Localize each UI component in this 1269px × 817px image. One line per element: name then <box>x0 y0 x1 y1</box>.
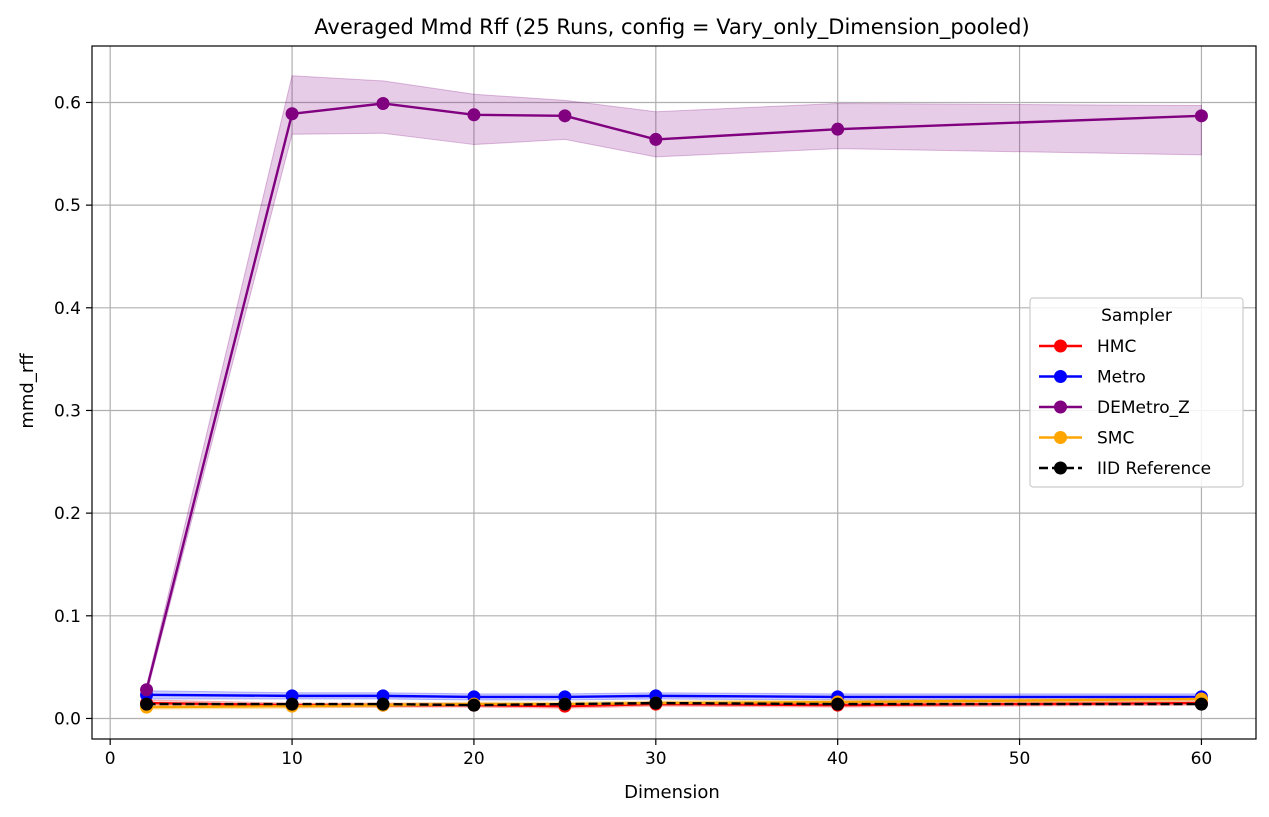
y-tick-label: 0.1 <box>54 607 81 627</box>
point-iid-reference <box>467 698 481 712</box>
x-tick-label: 50 <box>1009 749 1031 769</box>
legend-label-iid-reference: IID Reference <box>1097 459 1211 479</box>
point-iid-reference <box>140 697 154 711</box>
point-iid-reference <box>831 697 845 711</box>
legend-label-metro: Metro <box>1097 368 1146 388</box>
y-tick-label: 0.3 <box>54 401 81 421</box>
point-demetro-z <box>376 96 390 110</box>
y-tick-label: 0.2 <box>54 504 81 524</box>
y-tick-label: 0.5 <box>54 196 81 216</box>
point-iid-reference <box>558 697 572 711</box>
legend-title: Sampler <box>1101 306 1172 326</box>
point-demetro-z <box>1194 109 1208 123</box>
legend-marker-iid-reference <box>1054 461 1067 475</box>
legend: Sampler HMC Metro DEMetro_Z SMC IID Reference <box>1029 297 1244 488</box>
point-demetro-z <box>831 122 845 136</box>
band-demetro-z <box>146 75 1202 694</box>
legend-label-hmc: HMC <box>1097 337 1136 357</box>
series-lines <box>145 102 1202 709</box>
series-markers <box>140 96 1208 714</box>
line-demetro-z <box>145 102 1202 691</box>
legend-label-demetro-z: DEMetro_Z <box>1097 398 1190 418</box>
x-tick-label: 0 <box>105 749 116 769</box>
x-axis-ticks: 0 10 20 30 40 50 60 <box>105 739 1212 769</box>
y-tick-label: 0.4 <box>54 299 81 319</box>
point-demetro-z <box>649 132 663 146</box>
x-axis-label: Dimension <box>624 782 720 803</box>
point-iid-reference <box>649 696 663 710</box>
legend-label-smc: SMC <box>1097 429 1134 449</box>
y-tick-label: 0.6 <box>54 93 81 113</box>
y-tick-label: 0.0 <box>54 709 81 729</box>
point-iid-reference <box>1194 697 1208 711</box>
point-demetro-z <box>285 107 299 121</box>
point-iid-reference <box>376 697 390 711</box>
plot-frame <box>91 45 1257 740</box>
y-axis-label: mmd_rff <box>17 353 38 429</box>
y-axis-ticks: 0.0 0.1 0.2 0.3 0.4 0.5 0.6 <box>54 93 92 729</box>
legend-marker-demetro-z <box>1054 400 1067 414</box>
chart-title: Averaged Mmd Rff (25 Runs, config = Vary… <box>314 15 1029 40</box>
point-demetro-z <box>558 109 572 123</box>
point-demetro-z <box>467 108 481 122</box>
legend-marker-hmc <box>1054 339 1067 353</box>
x-tick-label: 40 <box>827 749 849 769</box>
legend-box <box>1029 297 1244 488</box>
legend-marker-metro <box>1054 370 1067 383</box>
x-tick-label: 60 <box>1191 749 1213 769</box>
x-tick-label: 30 <box>645 749 667 769</box>
x-tick-label: 10 <box>281 749 303 769</box>
legend-marker-smc <box>1054 431 1067 444</box>
line-iid-reference <box>146 701 1202 707</box>
point-iid-reference <box>285 697 299 711</box>
point-demetro-z <box>140 683 154 697</box>
line-metro <box>146 693 1202 699</box>
x-tick-label: 20 <box>463 749 485 769</box>
